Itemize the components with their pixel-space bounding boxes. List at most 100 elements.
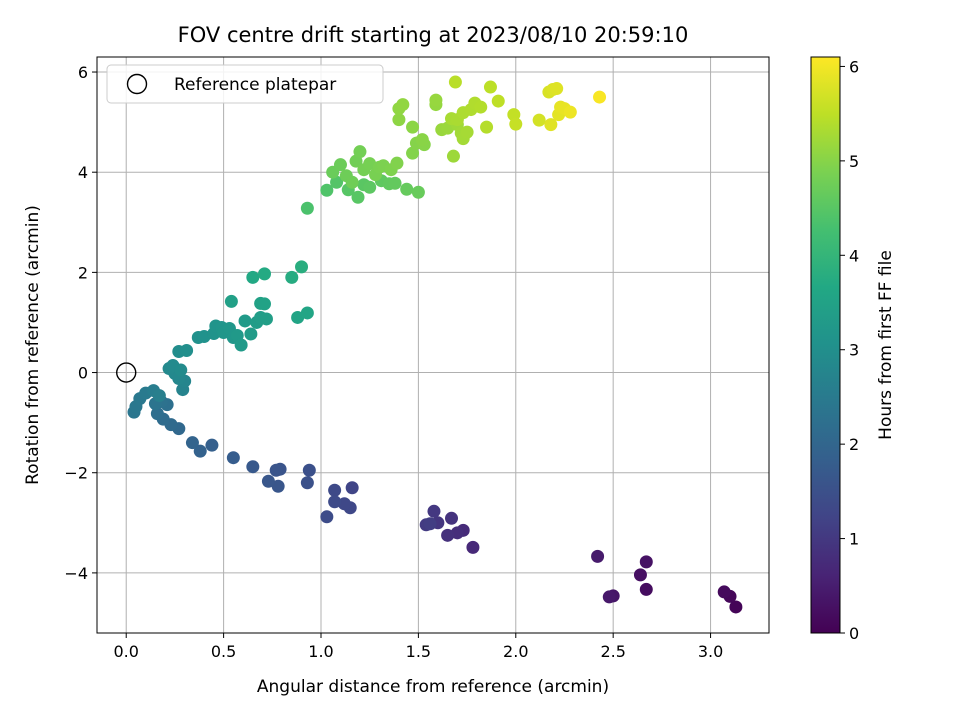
data-point: [480, 120, 494, 134]
x-axis-label: Angular distance from reference (arcmin): [257, 677, 609, 697]
data-point: [150, 407, 164, 421]
data-point: [180, 344, 194, 358]
data-point: [193, 444, 207, 458]
data-point: [295, 260, 309, 274]
y-axis-label: Rotation from reference (arcmin): [23, 205, 43, 485]
data-point: [330, 175, 344, 189]
data-point: [269, 463, 283, 477]
data-point: [320, 183, 334, 197]
data-point: [390, 156, 404, 170]
data-point: [563, 105, 577, 119]
x-tick-label: 3.0: [698, 642, 723, 661]
colorbar-tick-label: 5: [849, 152, 859, 171]
data-point: [302, 463, 316, 477]
colorbar-label: Hours from first FF file: [876, 250, 896, 440]
chart-title: FOV centre drift starting at 2023/08/10 …: [178, 23, 689, 47]
data-point: [429, 93, 443, 107]
data-point: [441, 528, 455, 542]
x-tick-label: 2.5: [600, 642, 625, 661]
data-point: [259, 312, 273, 326]
data-point: [205, 438, 219, 452]
data-point: [333, 158, 347, 172]
data-points: [127, 75, 743, 614]
data-point: [328, 483, 342, 497]
legend-entry-reference-platepar: Reference platepar: [174, 75, 336, 95]
data-point: [388, 176, 402, 190]
data-point: [271, 479, 285, 493]
data-point: [185, 436, 199, 450]
x-tick-label: 0.5: [211, 642, 236, 661]
data-point: [602, 590, 616, 604]
data-point: [633, 568, 647, 582]
plot-frame: [96, 56, 770, 634]
data-point: [300, 476, 314, 490]
colorbar-tick-label: 1: [849, 530, 859, 549]
x-tick-label: 2.0: [503, 642, 528, 661]
legend-box: [106, 64, 384, 104]
colorbar-tick-label: 6: [849, 57, 859, 76]
reference-marker-layer: [116, 362, 137, 383]
data-point: [729, 600, 743, 614]
data-point: [474, 100, 488, 114]
data-point: [258, 297, 272, 311]
data-point: [411, 185, 425, 199]
colorbar-tick-label: 3: [849, 341, 859, 360]
colorbar-tick-label: 4: [849, 246, 859, 265]
colorbar-tick-label: 2: [849, 435, 859, 454]
data-point: [406, 146, 420, 160]
data-point: [246, 460, 260, 474]
data-point: [445, 511, 459, 525]
colorbar-tick-label: 0: [849, 624, 859, 643]
legend-reference-marker: [126, 73, 148, 95]
data-point: [639, 582, 653, 596]
data-point: [427, 504, 441, 518]
legend: Reference platepar: [106, 64, 384, 104]
data-point: [353, 145, 367, 159]
y-tick-label: 0: [78, 364, 88, 383]
data-point: [415, 133, 429, 147]
data-point: [285, 270, 299, 284]
data-point: [450, 526, 464, 540]
data-point: [152, 389, 166, 403]
data-point: [460, 125, 474, 139]
x-tick-label: 0.0: [113, 642, 138, 661]
y-tick-label: 6: [78, 63, 88, 82]
data-point: [261, 474, 275, 488]
x-tick-label: 1.0: [308, 642, 333, 661]
data-point: [351, 190, 365, 204]
data-point: [238, 314, 252, 328]
x-axis-ticks: 0.0 0.5 1.0 1.5 2.0 2.5 3.0: [113, 633, 723, 661]
data-point: [337, 497, 351, 511]
data-point: [224, 294, 238, 308]
data-point: [244, 327, 258, 341]
data-point: [544, 118, 558, 132]
data-point: [717, 585, 731, 599]
colorbar-gradient: [810, 56, 841, 634]
data-point: [363, 180, 377, 194]
data-point: [466, 540, 480, 554]
grid-lines: [97, 57, 769, 633]
data-point: [491, 94, 505, 108]
reference-platepar-marker: [116, 362, 137, 383]
y-tick-label: 2: [78, 263, 88, 282]
y-tick-label: −2: [64, 464, 88, 483]
data-point: [320, 510, 334, 524]
data-point: [483, 80, 497, 94]
data-point: [300, 306, 314, 320]
data-point: [392, 113, 406, 127]
data-point: [400, 182, 414, 196]
data-point: [406, 120, 420, 134]
colorbar: 0 1 2 3 4 5 6 Hours from first FF file: [810, 56, 896, 643]
data-point: [300, 201, 314, 215]
data-point: [291, 310, 305, 324]
data-point: [448, 75, 462, 89]
data-point: [593, 90, 607, 104]
data-point: [246, 270, 260, 284]
data-point: [226, 451, 240, 465]
data-point: [509, 117, 523, 131]
y-tick-label: 4: [78, 163, 88, 182]
data-point: [234, 338, 248, 352]
data-point: [591, 549, 605, 563]
data-point: [328, 495, 342, 509]
